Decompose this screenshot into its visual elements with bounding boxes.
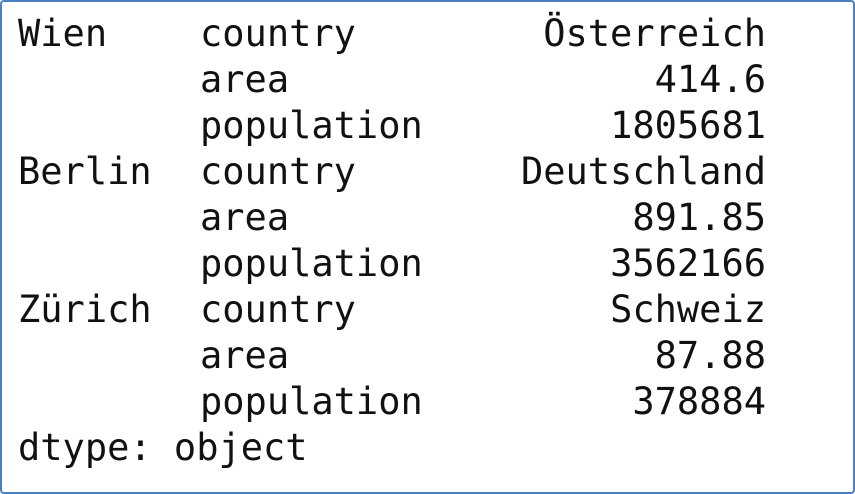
value-cell: 378884: [632, 380, 766, 423]
value-cell: Österreich: [543, 12, 766, 55]
dtype-footer: dtype: object: [18, 426, 308, 469]
field-label: country: [200, 150, 356, 193]
value-cell: Deutschland: [520, 150, 766, 193]
field-label: area: [200, 196, 290, 239]
city-label: Wien: [18, 12, 108, 55]
field-label: country: [200, 12, 356, 55]
field-label: country: [200, 288, 356, 331]
value-cell: 1805681: [610, 104, 766, 147]
city-label: Zürich: [18, 288, 152, 331]
field-label: area: [200, 334, 290, 377]
value-cell: 414.6: [654, 58, 766, 101]
city-label: Berlin: [18, 150, 152, 193]
value-cell: Schweiz: [610, 288, 766, 331]
value-cell: 891.85: [632, 196, 766, 239]
value-cell: 3562166: [610, 242, 766, 285]
field-label: population: [200, 380, 423, 423]
field-label: population: [200, 242, 423, 285]
value-cell: 87.88: [654, 334, 766, 377]
field-label: area: [200, 58, 290, 101]
field-label: population: [200, 104, 423, 147]
